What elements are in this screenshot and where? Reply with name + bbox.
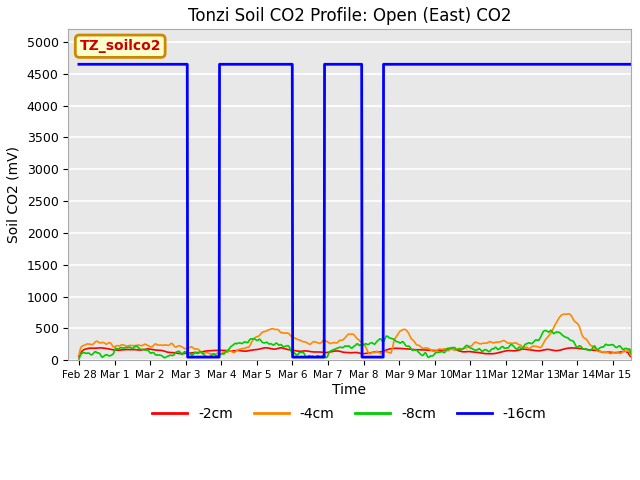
Title: Tonzi Soil CO2 Profile: Open (East) CO2: Tonzi Soil CO2 Profile: Open (East) CO2 [188,7,511,25]
Text: TZ_soilco2: TZ_soilco2 [79,39,161,53]
Legend: -2cm, -4cm, -8cm, -16cm: -2cm, -4cm, -8cm, -16cm [147,401,552,426]
Y-axis label: Soil CO2 (mV): Soil CO2 (mV) [7,146,21,243]
X-axis label: Time: Time [332,383,367,397]
